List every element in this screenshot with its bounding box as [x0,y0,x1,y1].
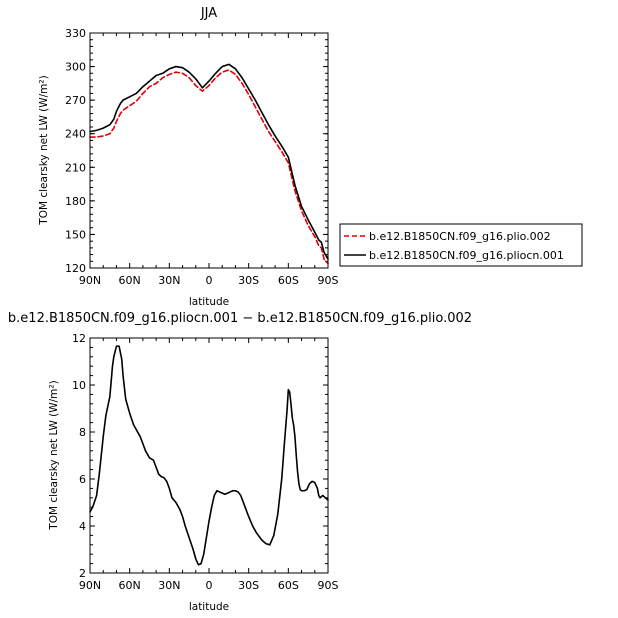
bottom-series-line-0 [89,345,329,566]
top-x-tick-label: 90N [79,274,101,287]
top-y-tick-label: 120 [65,262,86,275]
top-x-tick-label: 60N [119,274,141,287]
top-plot-area: 90N 60N 30N 0 30S 60S 90S 120 150 180 210 240 270 300… [65,27,339,287]
legend-box [339,223,583,267]
top-y-tick-label: 330 [65,27,86,40]
top-plot-frame [89,32,329,269]
top-y-tick-label: 270 [65,94,86,107]
top-x-tick-label: 90S [318,274,339,287]
top-x-tick-label: 0 [206,274,213,287]
legend: b.e12.B1850CN.f09_g16.plio.002 b.e12.B18… [339,223,583,267]
bottom-y-tick-label: 12 [72,332,86,345]
top-x-tick-label: 30N [158,274,180,287]
bottom-x-tick-label: 90S [318,579,339,592]
top-panel: JJA 90N 60N 30N 0 30S 60S 90S 120 150 180 210 240 27… [38,6,583,308]
bottom-x-tick-label: 30N [158,579,180,592]
bottom-x-tick-label: 30S [238,579,259,592]
top-y-tick-label: 150 [65,228,86,241]
bottom-y-tick-label: 4 [79,520,86,533]
top-y-axis-label: TOM clearsky net LW (W/m²) [38,75,50,225]
top-x-axis-label: latitude [189,296,229,308]
bottom-x-axis-label: latitude [189,601,229,613]
top-x-tick-label: 30S [238,274,259,287]
bottom-y-tick-label: 8 [79,426,86,439]
bottom-y-tick-label: 6 [79,473,86,486]
bottom-panel-title: b.e12.B1850CN.f09_g16.pliocn.001 − b.e12… [8,311,472,326]
legend-entry-pliocn: b.e12.B1850CN.f09_g16.pliocn.001 [369,249,564,262]
bottom-y-tick-label: 10 [72,379,86,392]
bottom-x-tick-label: 0 [206,579,213,592]
bottom-x-tick-label: 60S [278,579,299,592]
top-series-line-1 [89,63,329,260]
bottom-panel: b.e12.B1850CN.f09_g16.pliocn.001 − b.e12… [8,311,472,613]
top-x-tick-label: 60S [278,274,299,287]
bottom-y-axis-label: TOM clearsky net LW (W/m²) [48,380,60,530]
top-series-line-0 [89,69,329,265]
bottom-plot-frame [89,337,329,574]
bottom-y-tick-label: 2 [79,567,86,580]
top-y-tick-label: 210 [65,161,86,174]
top-y-tick-label: 300 [65,61,86,74]
top-panel-title: JJA [200,6,217,21]
top-y-tick-label: 180 [65,195,86,208]
bottom-x-tick-label: 60N [119,579,141,592]
bottom-x-tick-label: 90N [79,579,101,592]
legend-entry-plio: b.e12.B1850CN.f09_g16.plio.002 [369,230,551,243]
top-y-tick-label: 240 [65,128,86,141]
